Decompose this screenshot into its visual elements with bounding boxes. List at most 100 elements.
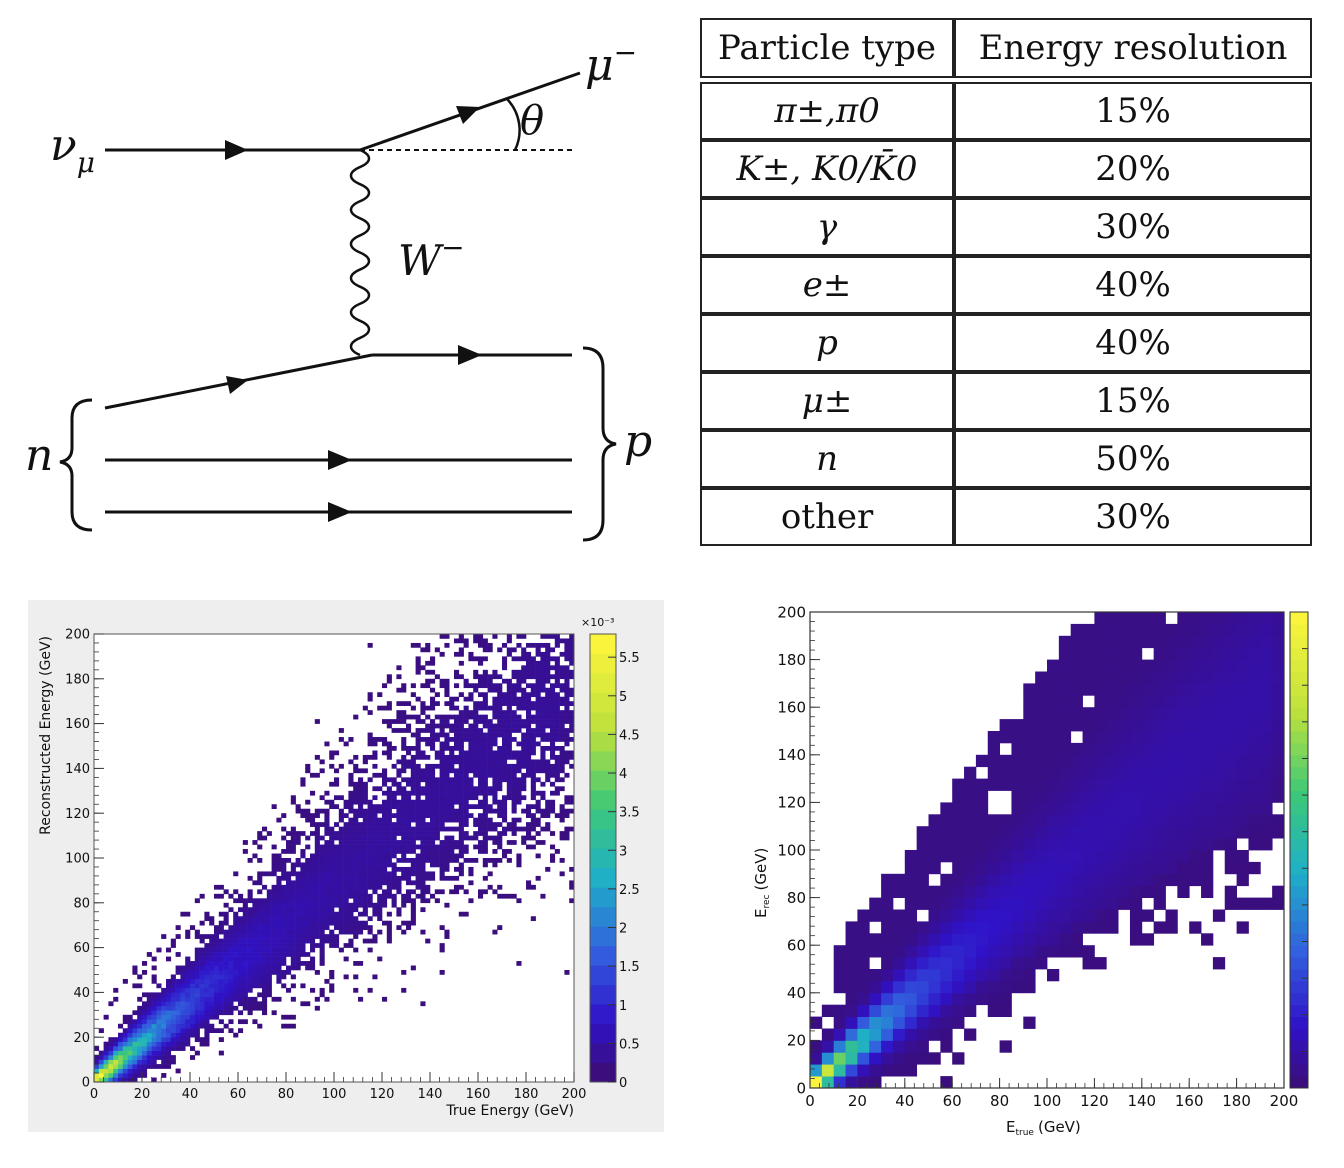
heatmap-cell xyxy=(386,750,392,756)
heatmap-cell xyxy=(1035,838,1048,851)
heatmap-cell xyxy=(338,858,344,863)
heatmap-cell xyxy=(319,862,325,868)
heatmap-cell xyxy=(1047,897,1060,910)
heatmap-cell xyxy=(1236,719,1249,732)
heatmap-cell xyxy=(478,777,484,783)
heatmap-cell xyxy=(180,1010,186,1016)
heatmap-cell xyxy=(295,898,301,904)
heatmap-cell xyxy=(482,808,488,814)
heatmap-cell xyxy=(266,898,272,904)
heatmap-cell xyxy=(175,978,181,984)
heatmap-cell xyxy=(1035,861,1048,875)
y-tick-label: 160 xyxy=(777,698,806,716)
heatmap-cell xyxy=(545,723,551,729)
heatmap-cell xyxy=(329,826,335,832)
heatmap-cell xyxy=(242,978,248,984)
heatmap-cell xyxy=(319,858,325,863)
heatmap-cell xyxy=(358,790,364,796)
heatmap-cell xyxy=(233,898,239,904)
energy-resolution-table: Particle type Energy resolution π±,π0 15%… xyxy=(700,18,1315,553)
heatmap-cell xyxy=(468,813,474,818)
heatmap-cell xyxy=(410,777,416,783)
heatmap-cell xyxy=(386,826,392,832)
heatmap-cell xyxy=(502,723,508,729)
table-row: e± 40% xyxy=(700,256,1312,314)
heatmap-cell xyxy=(271,916,277,922)
heatmap-cell xyxy=(415,741,421,747)
heatmap-cell xyxy=(420,777,426,783)
heatmap-cell xyxy=(1141,623,1155,637)
heatmap-cell xyxy=(362,844,368,850)
heatmap-cell xyxy=(449,746,455,751)
colorbar-segment xyxy=(590,653,616,674)
heatmap-cell xyxy=(1011,838,1024,851)
heatmap-cell xyxy=(502,660,508,666)
heatmap-cell xyxy=(550,705,556,711)
heatmap-cell xyxy=(1094,778,1107,791)
heatmap-cell xyxy=(952,873,965,887)
heatmap-cell xyxy=(444,683,450,689)
y-tick-label: 80 xyxy=(787,889,806,907)
heatmap-cell xyxy=(290,889,296,895)
heatmap-cell xyxy=(223,978,229,984)
heatmap-cell xyxy=(290,799,296,805)
heatmap-cell xyxy=(406,746,412,751)
heatmap-cell xyxy=(194,965,200,971)
heatmap-cell xyxy=(122,1046,128,1051)
heatmap-cell xyxy=(1011,921,1024,934)
heatmap-cell xyxy=(1023,814,1036,827)
heatmap-cell xyxy=(209,992,215,998)
neutron-label: n xyxy=(25,430,53,481)
heatmap-cell xyxy=(367,853,373,859)
heatmap-cell xyxy=(410,683,416,689)
heatmap-cell xyxy=(1058,731,1072,744)
heatmap-cell xyxy=(1082,826,1095,839)
heatmap-cell xyxy=(1082,802,1095,815)
heatmap-cell xyxy=(1165,838,1178,851)
heatmap-cell xyxy=(276,996,282,1002)
heatmap-cell xyxy=(257,961,263,966)
heatmap-cell xyxy=(540,665,546,671)
heatmap-cell xyxy=(204,961,210,966)
heatmap-cell xyxy=(329,858,335,863)
heatmap-cell xyxy=(310,875,316,881)
heatmap-cell xyxy=(1177,885,1190,898)
heatmap-cell xyxy=(492,781,498,787)
heatmap-cell xyxy=(1141,683,1155,696)
heatmap-cell xyxy=(362,898,368,904)
heatmap-cell xyxy=(175,1068,181,1074)
heatmap-cell xyxy=(108,1037,114,1042)
heatmap-cell xyxy=(329,929,335,935)
heatmap-cell xyxy=(127,1019,133,1025)
heatmap-cell xyxy=(521,692,527,698)
heatmap-cell xyxy=(415,875,421,881)
heatmap-cell xyxy=(209,916,215,922)
heatmap-cell xyxy=(545,642,551,648)
heatmap-cell xyxy=(430,790,436,796)
heatmap-cell xyxy=(319,849,325,854)
heatmap-cell xyxy=(233,947,239,953)
heatmap-cell xyxy=(1260,802,1273,815)
heatmap-cell xyxy=(319,920,325,926)
heatmap-cell xyxy=(262,978,268,984)
heatmap-cell xyxy=(1011,980,1024,994)
heatmap-cell xyxy=(372,866,378,872)
heatmap-cell xyxy=(1047,754,1060,768)
heatmap-cell xyxy=(1236,754,1249,768)
heatmap-cell xyxy=(362,822,368,827)
heatmap-cell xyxy=(295,831,301,836)
heatmap-cell xyxy=(310,943,316,948)
heatmap-cell xyxy=(103,1068,109,1074)
heatmap-cell xyxy=(166,1050,172,1056)
heatmap-cell xyxy=(209,947,215,953)
heatmap-cell xyxy=(310,902,316,908)
heatmap-cell xyxy=(199,952,205,957)
heatmap-cell xyxy=(358,822,364,827)
heatmap-cell xyxy=(516,642,522,648)
heatmap-cell xyxy=(348,916,354,922)
heatmap-cell xyxy=(281,1023,287,1029)
heatmap-cell xyxy=(987,992,1000,1006)
heatmap-cell xyxy=(218,1028,224,1034)
heatmap-cell xyxy=(454,674,460,680)
heatmap-cell xyxy=(497,759,503,765)
